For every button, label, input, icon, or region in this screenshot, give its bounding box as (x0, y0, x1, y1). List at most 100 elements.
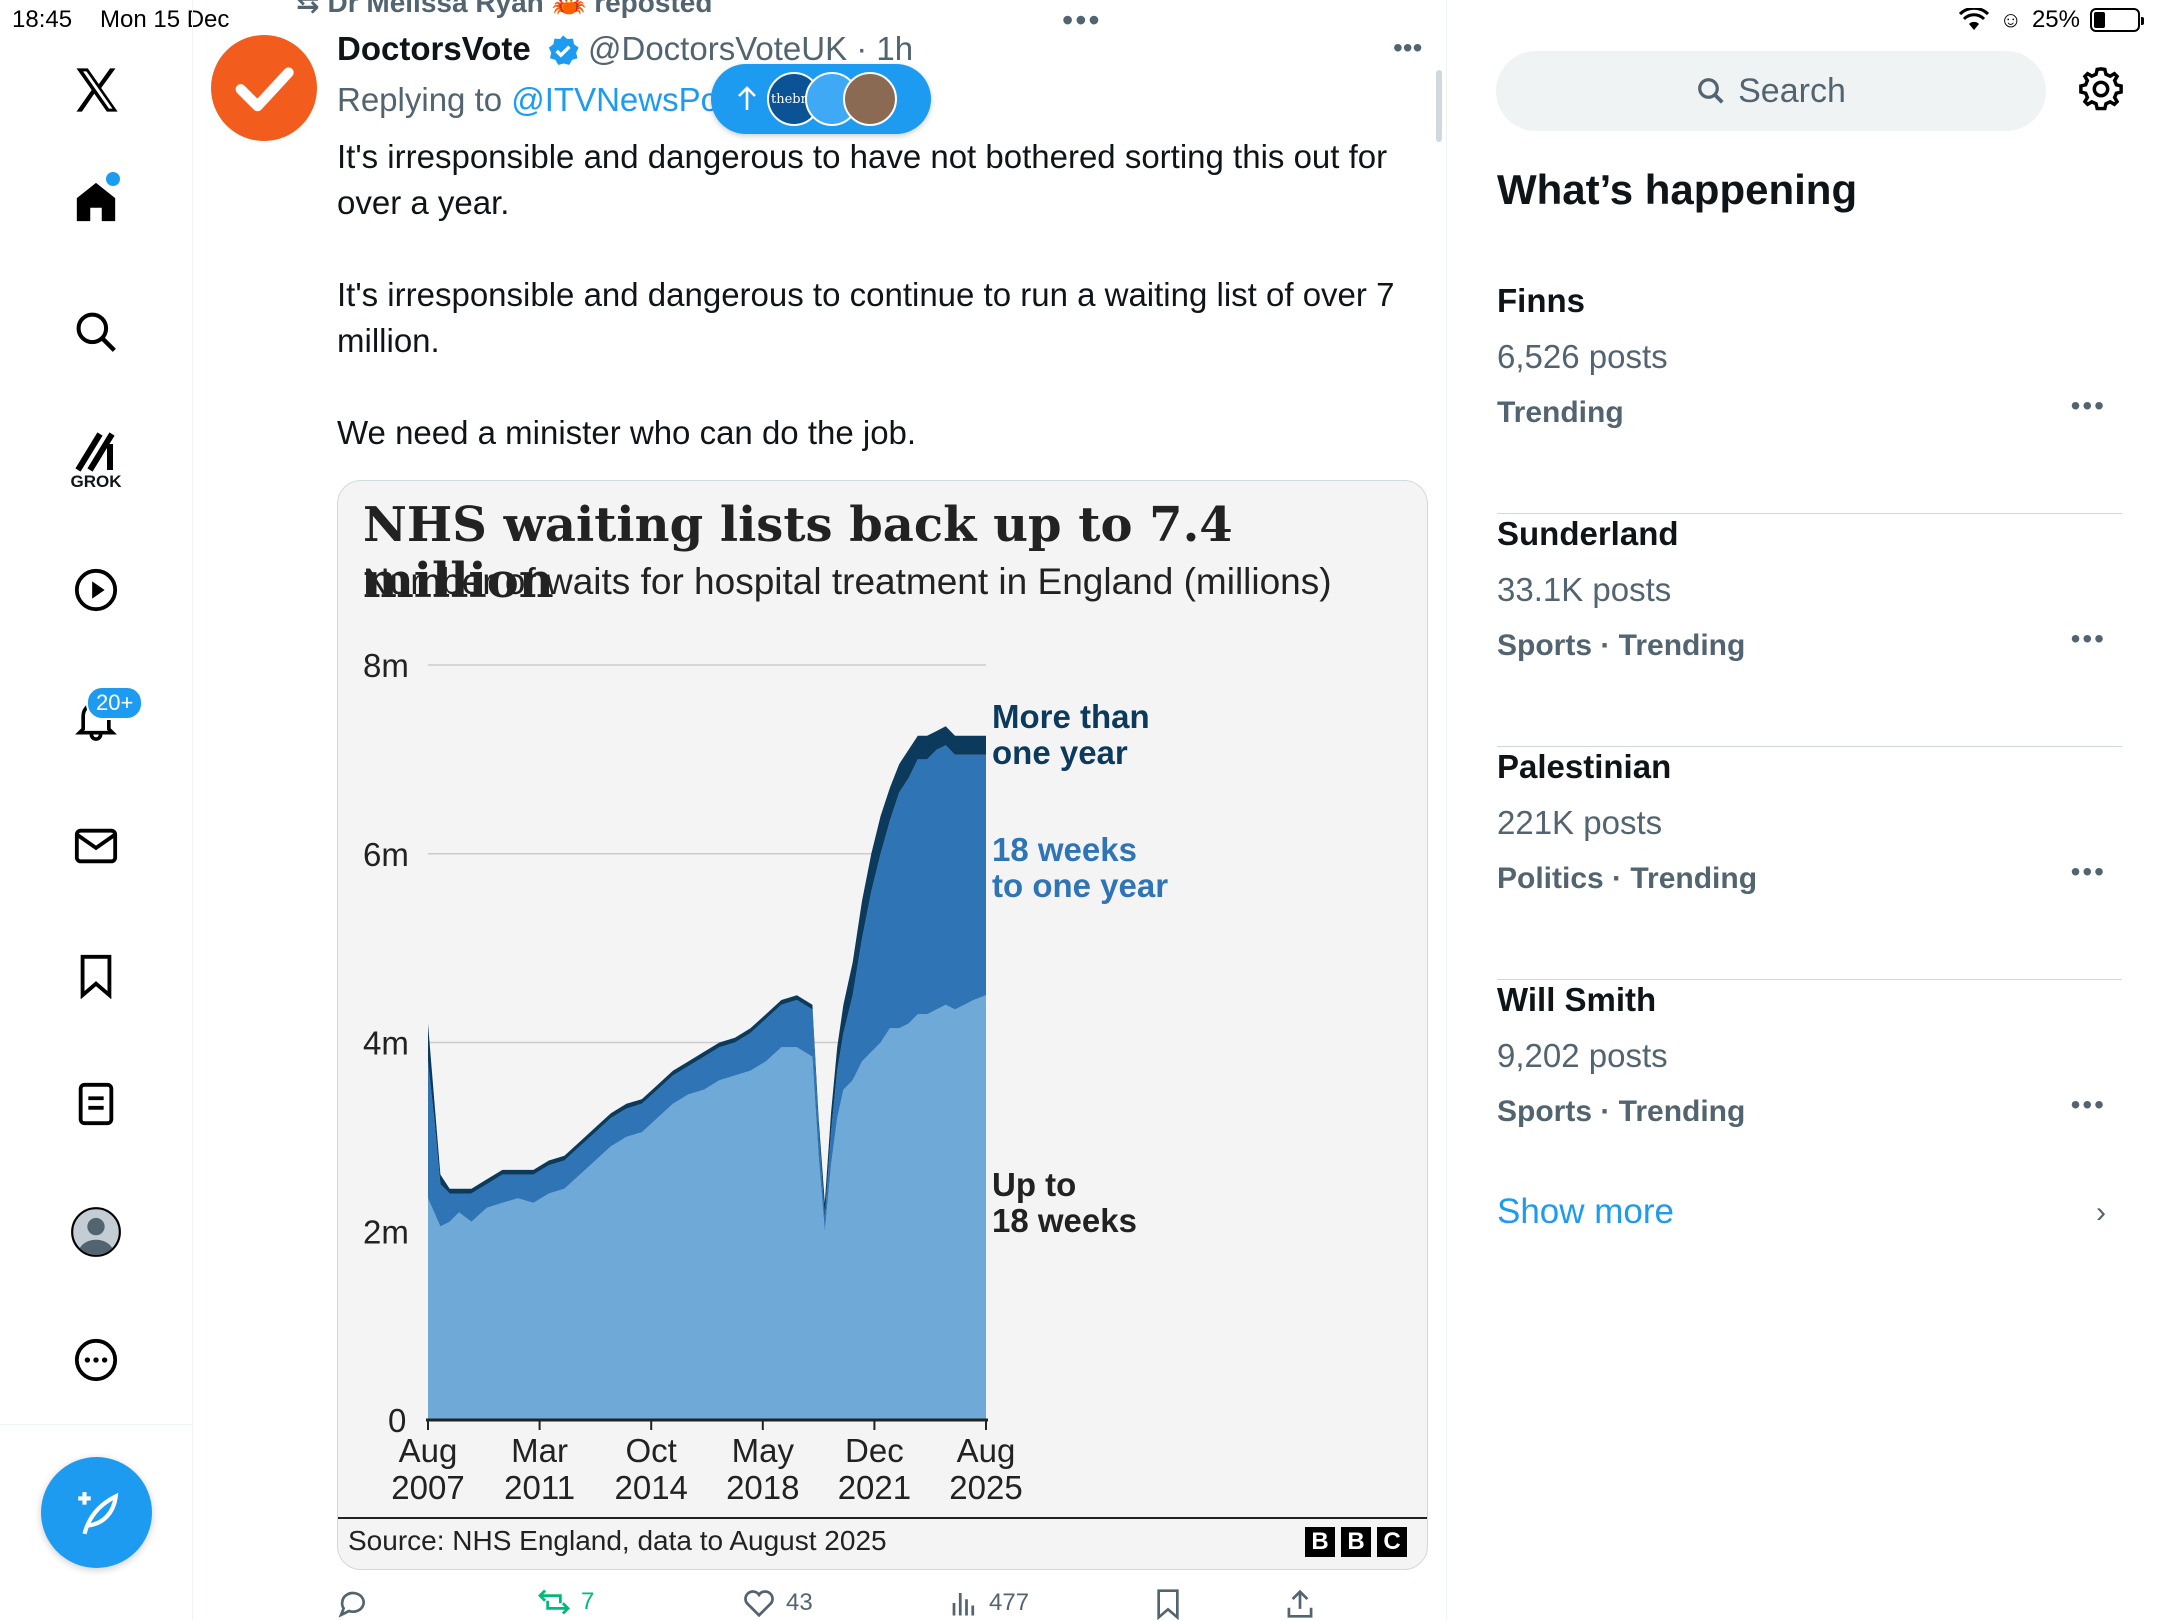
trend-item[interactable]: Finns 6,526 posts Trending ••• (1497, 282, 2122, 514)
y-tick-label: 0 (388, 1402, 406, 1439)
series-label: one year (992, 734, 1128, 771)
trend-item[interactable]: Palestinian 221K posts Politics · Trendi… (1497, 748, 2122, 980)
left-nav: GROK 20+ (0, 0, 193, 1620)
chevron-right-icon[interactable]: › (2096, 1196, 2106, 1229)
trend-category: Sports · Trending (1497, 629, 1746, 662)
bbc-logo-block: C (1377, 1527, 1407, 1557)
trend-more-icon[interactable]: ••• (2070, 390, 2106, 421)
trend-category: Sports · Trending (1497, 1095, 1746, 1128)
compose-button[interactable] (41, 1457, 152, 1568)
search-bar[interactable]: Search (1496, 51, 2046, 131)
focus-icon: ☺ (1999, 7, 2022, 32)
profile-avatar-icon[interactable] (64, 1200, 128, 1264)
grok-icon[interactable]: GROK (64, 428, 128, 492)
bookmark-button[interactable] (1155, 1588, 1181, 1620)
trend-name: Finns (1497, 282, 1585, 319)
chart-subtitle: Number of waits for hospital treatment i… (363, 561, 1332, 602)
trend-item[interactable]: Will Smith 9,202 posts Sports · Trending… (1497, 981, 2122, 1213)
y-tick-label: 4m (363, 1025, 409, 1062)
search-icon (1698, 78, 1724, 104)
scrollbar[interactable] (1436, 70, 1442, 142)
tweet-body: It's irresponsible and dangerous to have… (337, 134, 1427, 502)
grok-label: GROK (70, 472, 122, 491)
trend-item[interactable]: Sunderland 33.1K posts Sports · Trending… (1497, 515, 2122, 747)
x-tick-label: May (732, 1432, 795, 1469)
trend-posts: 33.1K posts (1497, 571, 1672, 608)
wifi-icon (1959, 8, 1990, 30)
repost-button[interactable]: 7 (537, 1588, 594, 1616)
x-tick-label: Oct (626, 1432, 677, 1469)
tweet-actions: 7 43 477 (337, 1588, 1337, 1620)
like-button[interactable]: 43 (742, 1588, 813, 1618)
video-icon[interactable] (64, 558, 128, 622)
chart-image[interactable]: NHS waiting lists back up to 7.4 million… (337, 480, 1428, 1570)
x-tick-label: Dec (845, 1432, 904, 1469)
tweet-more-icon[interactable]: ••• (1393, 32, 1423, 63)
trend-more-icon[interactable]: ••• (2070, 856, 2106, 887)
trend-more-icon[interactable]: ••• (2070, 623, 2106, 654)
chart-source: Source: NHS England, data to August 2025 (348, 1525, 887, 1556)
repost-icon (538, 1589, 570, 1615)
series-label: More than (992, 698, 1150, 735)
share-button[interactable] (1285, 1588, 1315, 1620)
x-tick-label: Mar (511, 1432, 568, 1469)
reply-icon (338, 1591, 365, 1618)
y-tick-label: 6m (363, 836, 409, 873)
source-divider (338, 1517, 1427, 1519)
bbc-logo-block: B (1341, 1527, 1371, 1557)
compose-feather-icon (77, 1491, 118, 1534)
area-chart: 8m6m4m2m0Aug2007Mar2011Oct2014May2018Dec… (363, 647, 1168, 1506)
show-more-link[interactable]: Show more (1497, 1192, 1675, 1231)
trend-category: Politics · Trending (1497, 862, 1758, 895)
settings-gear-icon[interactable] (2078, 66, 2124, 117)
trend-name: Palestinian (1497, 748, 1672, 785)
multitask-dots-icon[interactable]: ••• (1062, 2, 1102, 38)
lists-icon[interactable] (64, 1072, 128, 1136)
area-series-18-weeks-to-one-year (428, 745, 986, 1232)
trend-category: Trending (1497, 396, 1624, 429)
like-count: 43 (786, 1589, 813, 1616)
x-tick-label: 2011 (504, 1469, 575, 1506)
bbc-logo-block: B (1305, 1527, 1335, 1557)
more-options-icon[interactable] (64, 1328, 128, 1392)
author-handle[interactable]: @DoctorsVoteUK · 1h (588, 30, 914, 67)
search-icon[interactable] (64, 300, 128, 364)
x-logo-icon[interactable] (64, 58, 128, 122)
repost-count: 7 (581, 1588, 595, 1615)
replying-to: Replying to @ITVNewsPo (337, 81, 719, 119)
trend-name: Sunderland (1497, 515, 1679, 552)
home-unread-dot (106, 172, 120, 186)
status-time: 18:45 (12, 6, 73, 33)
chart-title: NHS waiting lists back up to 7.4 million (363, 497, 1233, 609)
series-label: Up to (992, 1166, 1076, 1203)
messages-icon[interactable] (64, 814, 128, 878)
reply-to-link[interactable]: @ITVNewsPo (511, 81, 719, 118)
x-tick-label: 2007 (391, 1469, 464, 1506)
home-icon[interactable] (64, 170, 128, 234)
repost-icon: ⇆ (296, 0, 320, 18)
trend-more-icon[interactable]: ••• (2070, 1089, 2106, 1120)
y-tick-label: 8m (363, 647, 409, 684)
views-button[interactable]: 477 (949, 1588, 1029, 1618)
new-posts-pill[interactable]: thebmj (711, 64, 931, 134)
tweet-paragraph: We need a minister who can do the job. (337, 414, 917, 451)
author-avatar[interactable] (211, 35, 317, 141)
series-label: 18 weeks (992, 1202, 1137, 1239)
x-tick-label: 2021 (838, 1469, 911, 1506)
bookmark-icon (1157, 1589, 1179, 1620)
arrow-up-icon (738, 86, 756, 110)
author-name[interactable]: DoctorsVote (337, 30, 531, 67)
repost-banner: ⇆ Dr Melissa Ryan 🦀 reposted (296, 0, 712, 19)
bookmarks-icon[interactable] (64, 944, 128, 1008)
status-date: Mon 15 Dec (100, 6, 230, 33)
views-chart-icon (952, 1593, 975, 1616)
share-icon (1287, 1589, 1313, 1618)
reply-prefix: Replying to (337, 81, 512, 118)
heart-icon (744, 1590, 774, 1618)
main-column (194, 0, 1447, 1620)
views-count: 477 (989, 1589, 1030, 1616)
checkmark-icon (235, 67, 294, 112)
nav-divider (0, 1424, 193, 1425)
search-placeholder: Search (1738, 71, 1846, 110)
reply-button[interactable] (337, 1588, 379, 1618)
